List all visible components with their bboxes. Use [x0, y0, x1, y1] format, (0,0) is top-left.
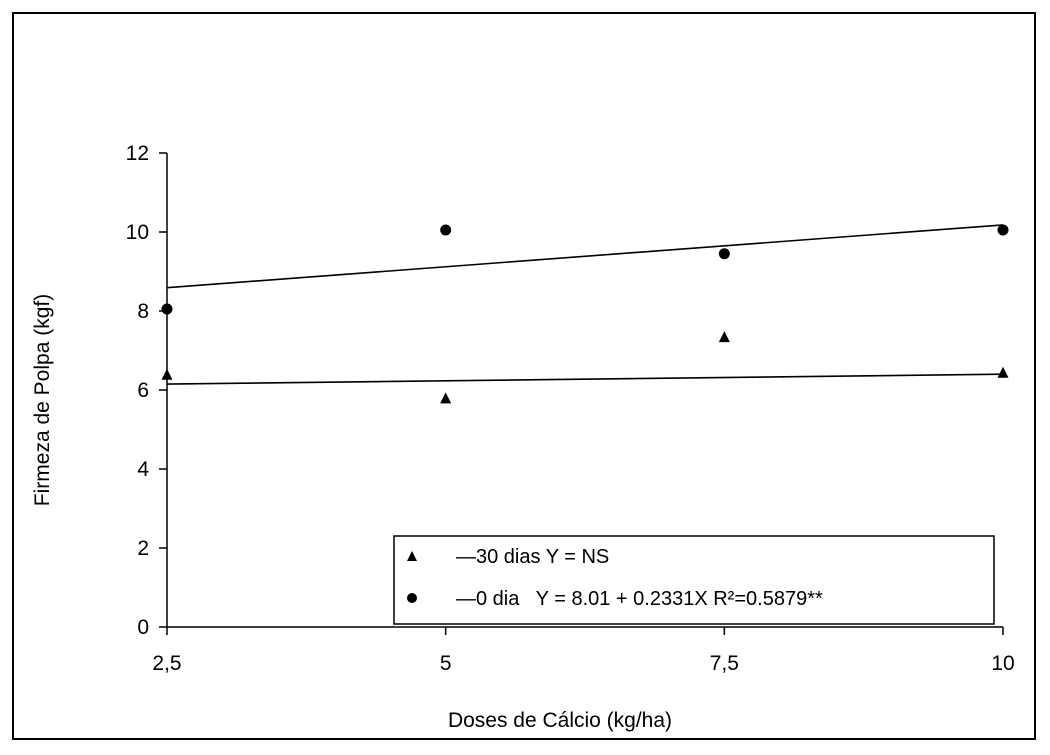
x-tick-label: 2,5 [152, 652, 181, 675]
legend: —30 dias Y = NS —0 dia Y = 8.01 + 0.2331… [393, 535, 995, 625]
y-tick-label: 8 [137, 300, 149, 323]
axes: 0 2 4 6 8 10 12 2,5 5 7,5 10 [126, 142, 1015, 675]
data-point-0-dia [997, 224, 1009, 236]
x-axis-label: Doses de Cálcio (kg/ha) [448, 709, 672, 732]
data-point-30-dias [161, 368, 173, 380]
data-point-30-dias [997, 366, 1009, 378]
legend-marker-0-dia [407, 593, 417, 603]
x-tick-label: 5 [440, 652, 452, 675]
y-tick-label: 0 [137, 616, 149, 639]
y-tick-label: 6 [137, 379, 149, 402]
y-tick-label: 2 [137, 537, 149, 560]
data-point-30-dias [718, 331, 730, 343]
trendline-30-dias [166, 373, 1004, 385]
y-tick-label: 10 [126, 221, 149, 244]
y-tick-label: 4 [137, 458, 149, 481]
legend-marker-30-dias [407, 551, 417, 561]
legend-entry-30-dias: —30 dias Y = NS [456, 546, 609, 568]
data-point-0-dia [718, 248, 730, 260]
trendline-0-dia [166, 224, 1004, 289]
legend-entry-0-dia: —0 dia Y = 8.01 + 0.2331X R²=0.5879** [456, 588, 823, 610]
data-point-0-dia [440, 224, 452, 236]
y-tick-label: 12 [126, 142, 149, 165]
x-tick-label: 7,5 [710, 652, 739, 675]
data-marks [161, 224, 1009, 404]
y-axis-label: Firmeza de Polpa (kgf) [31, 294, 54, 506]
data-point-30-dias [440, 392, 452, 404]
legend-box [393, 535, 995, 625]
x-tick-label: 10 [991, 652, 1014, 675]
data-point-0-dia [161, 303, 173, 315]
trendlines [166, 224, 1004, 385]
